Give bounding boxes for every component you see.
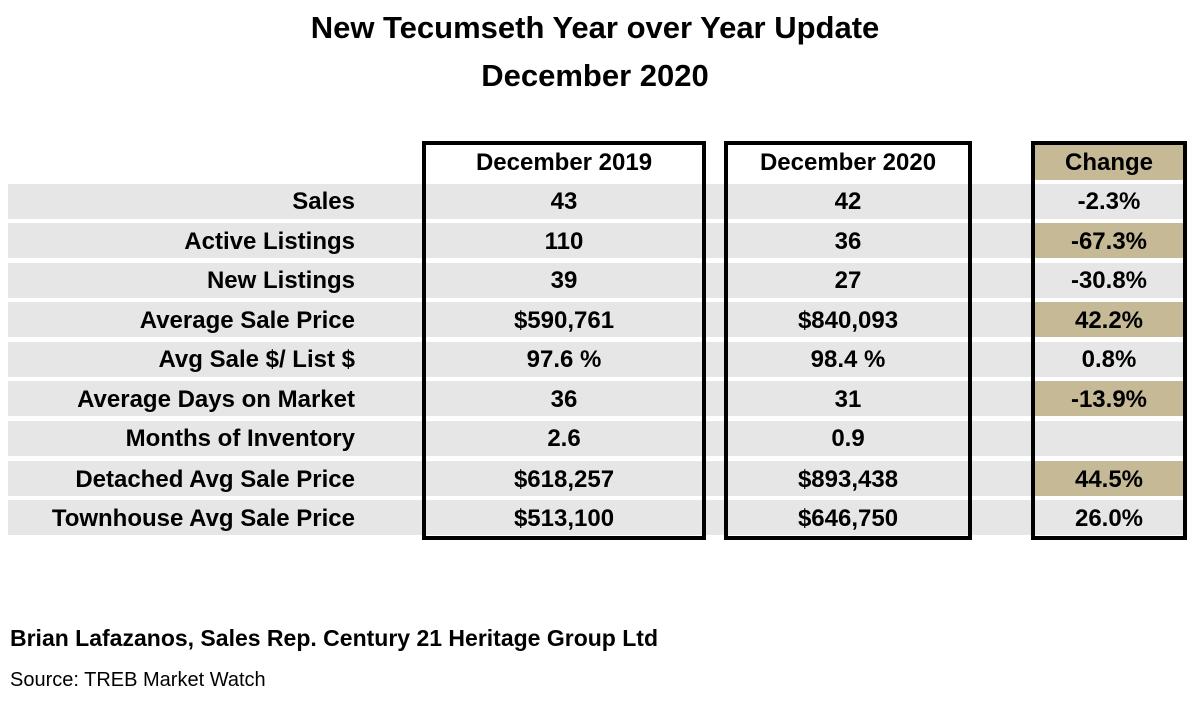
row-band — [8, 381, 1184, 416]
column-header-2020: December 2020 — [759, 149, 937, 176]
change-cell-highlight — [1035, 381, 1183, 416]
change-cell-highlight — [1035, 302, 1183, 337]
cell-2020: 0.9 — [831, 425, 865, 452]
cell-2019: $513,100 — [513, 505, 615, 532]
row-band — [8, 500, 1184, 535]
row-label-new-listings: New Listings — [206, 267, 355, 294]
author-credit: Brian Lafazanos, Sales Rep. Century 21 H… — [10, 625, 658, 651]
cell-2019: 43 — [550, 188, 578, 215]
cell-change: 44.5% — [1074, 466, 1144, 493]
cell-2020: $893,438 — [797, 466, 899, 493]
row-band — [8, 421, 1184, 456]
cell-change: -13.9% — [1070, 386, 1148, 413]
source-note: Source: TREB Market Watch — [10, 669, 266, 691]
page-title: New Tecumseth Year over Year Update — [310, 10, 880, 45]
row-band — [8, 263, 1184, 298]
cell-2020: $646,750 — [797, 505, 899, 532]
cell-2020: 31 — [834, 386, 862, 413]
cell-change: 26.0% — [1074, 505, 1144, 532]
row-label-townhouse-avg-sale-price: Townhouse Avg Sale Price — [51, 505, 355, 532]
cell-2019: 36 — [550, 386, 578, 413]
row-band — [8, 461, 1184, 496]
cell-change: -30.8% — [1070, 267, 1148, 294]
page-subtitle: December 2020 — [481, 58, 709, 93]
row-band — [8, 184, 1184, 219]
column-header-2019: December 2019 — [475, 149, 653, 176]
row-label-active-listings: Active Listings — [184, 228, 355, 255]
cell-2019: $618,257 — [513, 466, 615, 493]
cell-2019: 97.6 % — [526, 346, 602, 373]
row-label-sales: Sales — [292, 188, 355, 215]
cell-2020: 36 — [834, 228, 862, 255]
change-cell-highlight — [1035, 223, 1183, 258]
cell-2020: $840,093 — [797, 307, 899, 334]
cell-2019: 110 — [544, 228, 584, 255]
row-label-detached-avg-sale-price: Detached Avg Sale Price — [75, 466, 355, 493]
row-label-average-sale-price: Average Sale Price — [139, 307, 355, 334]
cell-2020: 42 — [834, 188, 862, 215]
cell-change: 42.2% — [1074, 307, 1144, 334]
row-band — [8, 342, 1184, 377]
change-cell-highlight — [1035, 461, 1183, 496]
cell-change: 0.8% — [1081, 346, 1137, 373]
cell-change: -67.3% — [1070, 228, 1148, 255]
cell-2019: 2.6 — [547, 425, 581, 452]
column-border-2019 — [422, 141, 706, 540]
row-band — [8, 302, 1184, 337]
cell-2020: 27 — [834, 267, 862, 294]
row-label-avg-sale-list: Avg Sale $/ List $ — [158, 346, 355, 373]
cell-change: -2.3% — [1077, 188, 1141, 215]
cell-2019: 39 — [550, 267, 578, 294]
column-border-change — [1031, 141, 1187, 540]
row-band — [8, 223, 1184, 258]
cell-2019: $590,761 — [513, 307, 615, 334]
column-header-change: Change — [1035, 145, 1183, 180]
column-border-2020 — [724, 141, 972, 540]
row-label-months-of-inventory: Months of Inventory — [125, 425, 355, 452]
cell-2020: 98.4 % — [810, 346, 886, 373]
row-label-average-days-on-market: Average Days on Market — [77, 386, 355, 413]
